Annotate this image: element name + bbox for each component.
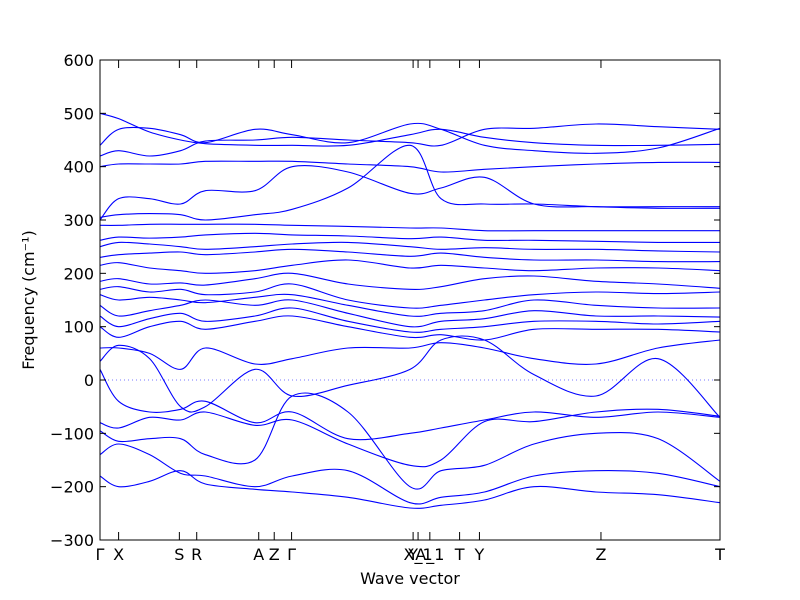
band-line-23 <box>100 443 720 505</box>
x-tick-label: Γ <box>96 545 105 564</box>
x-tick-label: T <box>454 545 465 564</box>
band-line-3 <box>100 123 720 157</box>
band-line-20 <box>100 369 720 441</box>
x-tick-label: Y <box>474 545 485 564</box>
band-line-10 <box>100 248 720 263</box>
band-line-5 <box>100 165 720 221</box>
band-line-17 <box>100 315 720 341</box>
band-line-4 <box>100 160 720 173</box>
phonon-bands <box>100 112 720 509</box>
x-axis-tick-labels: Γ X S R A Z Γ YX_1A_1 T Y Z T <box>96 545 726 565</box>
y-tick-label: 500 <box>63 104 94 123</box>
plot-frame <box>99 59 721 541</box>
y-tick-label: 400 <box>63 158 94 177</box>
band-line-21 <box>100 408 720 468</box>
x-tick-label: Γ <box>287 545 296 564</box>
band-line-13 <box>100 283 720 309</box>
x-tick-label: T <box>714 545 725 564</box>
band-line-11 <box>100 259 720 274</box>
x-tick-label: X_1 <box>403 545 432 565</box>
band-line-1 <box>100 112 720 147</box>
band-line-15 <box>100 299 720 328</box>
y-tick-label: −100 <box>50 424 94 443</box>
band-line-7 <box>100 223 720 232</box>
band-line-8 <box>100 232 720 244</box>
x-tick-label: X <box>113 545 124 564</box>
y-tick-label: 100 <box>63 318 94 337</box>
x-axis-label: Wave vector <box>360 569 460 588</box>
y-tick-label: −200 <box>50 478 94 497</box>
x-tick-label: Z <box>269 545 280 564</box>
y-axis-label: Frequency (cm⁻¹) <box>19 230 38 369</box>
band-line-16 <box>100 307 720 333</box>
x-tick-label: R <box>191 545 202 564</box>
band-line-22 <box>100 392 720 490</box>
x-tick-label: A_1 <box>415 545 444 565</box>
y-tick-label: 600 <box>63 51 94 70</box>
band-line-2 <box>100 122 720 154</box>
x-tick-label: A <box>253 545 264 564</box>
x-tick-label: Y <box>407 545 418 564</box>
band-line-18 <box>100 339 720 370</box>
x-tick-label: Z <box>595 545 606 564</box>
y-tick-label: 200 <box>63 264 94 283</box>
band-line-6 <box>100 144 720 221</box>
x-tick-label: S <box>174 545 184 564</box>
y-tick-label: 0 <box>84 371 94 390</box>
band-line-19 <box>100 335 720 418</box>
band-line-9 <box>100 241 720 253</box>
y-axis-ticks: −300 −200 −100 0 100 200 300 400 500 600 <box>50 51 720 550</box>
high-symmetry-tick-marks <box>99 60 721 540</box>
band-line-12 <box>100 272 720 290</box>
band-line-24 <box>100 470 720 509</box>
band-line-14 <box>100 293 720 317</box>
y-tick-label: −300 <box>50 531 94 550</box>
y-tick-label: 300 <box>63 211 94 230</box>
